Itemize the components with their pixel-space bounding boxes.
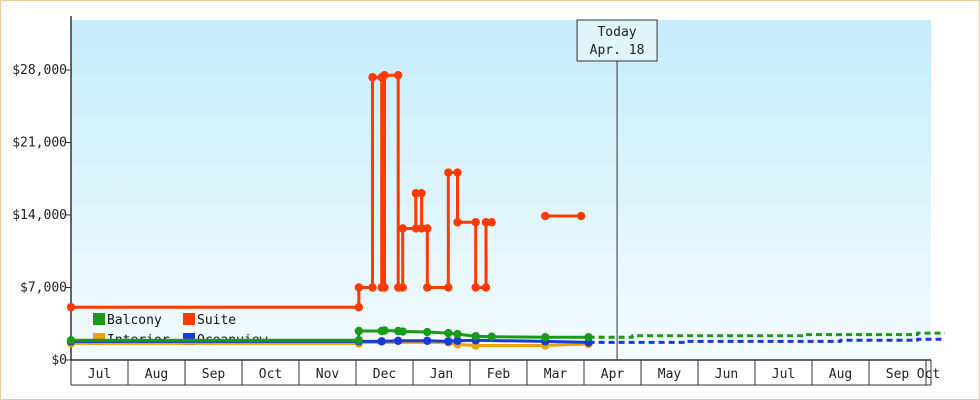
suite-point [354,283,364,292]
balcony-point [487,332,496,341]
balcony-point [444,328,453,338]
oceanview-point [393,336,403,346]
series-layer [66,70,945,350]
legend-label: Balcony [107,313,162,328]
balcony-point [354,326,364,336]
balcony-point [541,333,550,342]
oceanview-forecast-line [588,337,945,344]
suite-point [487,218,496,227]
y-tick-label: $28,000 [12,63,67,78]
x-tick-label: Mar [544,367,568,382]
balcony-point [423,327,432,337]
x-tick-label: Oct [917,367,940,382]
suite-point [398,224,407,233]
suite-point [380,283,389,292]
balcony-point [398,327,407,336]
today-date: Apr. 18 [590,43,645,58]
suite-point [398,283,407,292]
suite-point [423,283,432,292]
suite-point [354,302,364,312]
balcony-point [380,326,389,335]
x-tick-label: Jul [772,367,795,382]
oceanview-point [453,336,462,346]
suite-point [423,224,432,233]
balcony-point [66,336,76,345]
x-tick-label: Jun [715,367,738,382]
x-axis: Jul Aug Sep Oct Nov Dec Jan Feb Mar Apr May Jun Jul A… [70,359,940,386]
x-tick-label: Aug [145,367,168,382]
y-axis: $0 $7,000 $14,000 $21,000 $28,000 [12,16,72,368]
suite-point [393,70,403,80]
y-tick-label: $0 [51,353,67,368]
suite-point [380,70,389,80]
x-tick-label: Jan [430,367,453,382]
suite-point [481,283,491,292]
suite-line [71,73,492,309]
oceanview-line [71,338,589,344]
suite-point [368,283,377,292]
plot-area [71,20,931,360]
x-tick-label: Sep [202,367,226,382]
x-tick-label: Oct [259,367,282,382]
suite-point [368,73,377,82]
x-tick-label: Apr [601,367,625,382]
oceanview-point [377,337,386,346]
suite-point [471,218,480,227]
legend-label: Suite [197,313,236,328]
x-tick-label: Nov [316,367,340,382]
x-tick-label: May [658,367,682,382]
suite-point [453,218,462,227]
x-tick-label: Dec [373,367,396,382]
balcony-point [584,333,593,342]
oceanview-point [423,336,432,346]
suite-point [417,189,426,198]
balcony-point [453,329,462,339]
x-tick-label: Jul [88,367,111,382]
x-tick-label: Aug [829,367,852,382]
suite-point [541,211,550,221]
today-title: Today [597,25,636,40]
balcony-point [471,331,480,341]
balcony-point [354,336,364,345]
x-tick-label: Sep [886,367,910,382]
suite-point [66,302,76,312]
y-tick-label: $21,000 [12,136,67,151]
today-box [576,19,658,62]
suite-point [576,211,586,221]
x-tick-label: Feb [487,367,511,382]
today-marker: Today Apr. 18 [576,19,658,360]
oceanview-point [444,337,453,346]
suite-point [444,283,453,292]
legend-swatch [93,313,105,325]
y-tick-label: $14,000 [12,208,67,223]
suite-point [471,283,480,292]
y-tick-label: $7,000 [20,281,67,296]
balcony-forecast-line [588,331,945,339]
legend-swatch [183,313,195,325]
suite-point [444,168,453,177]
suite-point [453,168,462,177]
